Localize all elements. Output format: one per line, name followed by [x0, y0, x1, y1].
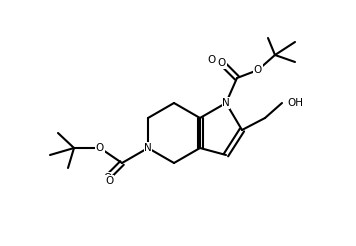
Text: O: O [103, 173, 111, 183]
Text: N: N [144, 143, 152, 153]
Text: O: O [105, 176, 113, 186]
Text: O: O [254, 65, 262, 75]
Text: N: N [222, 98, 230, 108]
Text: O: O [218, 58, 226, 68]
Text: O: O [96, 143, 104, 153]
Text: O: O [208, 55, 216, 65]
Text: OH: OH [287, 98, 303, 108]
